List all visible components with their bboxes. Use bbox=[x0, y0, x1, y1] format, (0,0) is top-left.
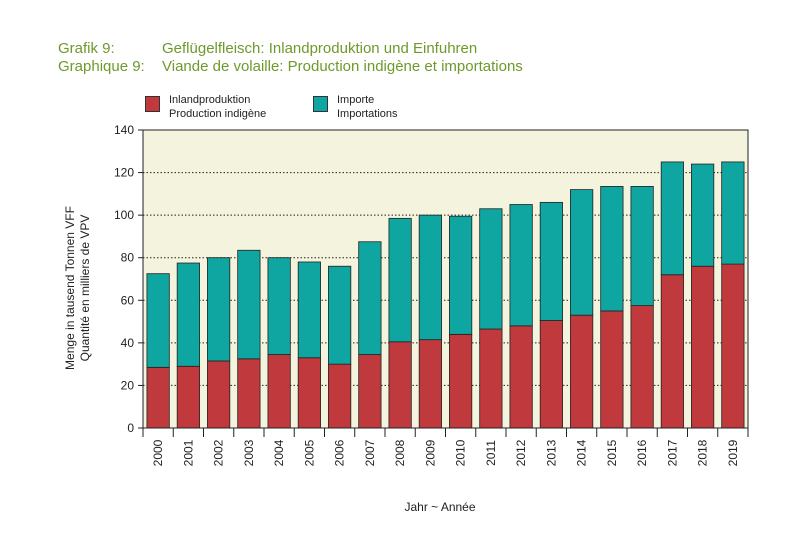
bar-domestic bbox=[358, 354, 382, 429]
bar-domestic bbox=[539, 320, 563, 429]
bar-imports bbox=[388, 217, 412, 343]
x-tick-label: 2004 bbox=[272, 439, 286, 466]
chart-title-text-french: Viande de volaille: Production indigène … bbox=[162, 58, 523, 75]
legend-label-imports-fr: Importations bbox=[337, 108, 398, 120]
y-axis-ticks: 0 20 40 60 80 100 120 140 bbox=[114, 123, 143, 435]
x-tick-label: 2012 bbox=[514, 439, 528, 466]
x-tick-label: 2011 bbox=[484, 440, 498, 466]
bar-domestic bbox=[479, 328, 503, 429]
x-tick-label: 2007 bbox=[363, 439, 377, 466]
y-axis-label-de: Menge in tausend Tonnen VFF bbox=[63, 206, 77, 370]
x-tick-label: 2002 bbox=[212, 439, 226, 466]
bar-domestic bbox=[691, 265, 715, 429]
bar-imports bbox=[660, 161, 684, 276]
legend-label-domestic-fr: Production indigène bbox=[169, 108, 267, 120]
bar-imports bbox=[509, 204, 533, 327]
bar-imports bbox=[691, 163, 715, 267]
bar-domestic bbox=[237, 358, 261, 429]
y-tick-label: 100 bbox=[114, 208, 134, 222]
x-tick-label: 2008 bbox=[393, 439, 407, 466]
y-tick-label: 20 bbox=[121, 378, 135, 392]
bar-domestic bbox=[570, 314, 594, 429]
x-tick-label: 2015 bbox=[605, 439, 619, 466]
bar-domestic bbox=[721, 263, 745, 429]
legend-swatch-imports bbox=[313, 96, 328, 112]
bar-imports bbox=[721, 161, 745, 265]
bar-domestic bbox=[418, 339, 442, 429]
bar-imports bbox=[479, 208, 503, 330]
bar-imports bbox=[328, 265, 352, 365]
x-tick-label: 2010 bbox=[454, 439, 468, 466]
bar-domestic bbox=[660, 274, 684, 429]
bar-domestic bbox=[630, 305, 654, 429]
x-tick-label: 2017 bbox=[665, 439, 679, 466]
bar-imports bbox=[237, 249, 261, 360]
bar-imports bbox=[297, 261, 321, 359]
y-tick-label: 80 bbox=[121, 251, 135, 265]
x-tick-label: 2000 bbox=[151, 439, 165, 466]
plot-area bbox=[143, 130, 748, 428]
chart-title-german: Grafik 9: Geflügelfleisch: Inlandprodukti… bbox=[58, 40, 477, 57]
y-tick-label: 60 bbox=[121, 293, 135, 307]
x-tick-label: 2005 bbox=[302, 439, 316, 466]
y-tick-label: 40 bbox=[121, 336, 135, 350]
x-tick-label: 2018 bbox=[696, 439, 710, 466]
x-tick-label: 2006 bbox=[333, 439, 347, 466]
x-tick-label: 2009 bbox=[423, 439, 437, 466]
legend-swatch-domestic bbox=[145, 96, 160, 112]
bar-imports bbox=[267, 257, 291, 355]
bar-domestic bbox=[600, 310, 624, 429]
bar-domestic bbox=[207, 360, 231, 429]
bar-imports bbox=[449, 215, 473, 335]
bar-imports bbox=[146, 273, 170, 368]
bar-domestic bbox=[176, 365, 200, 429]
y-tick-label: 120 bbox=[114, 166, 134, 180]
legend-label-imports-de: Importe bbox=[337, 94, 375, 106]
bar-domestic bbox=[328, 363, 352, 429]
x-tick-label: 2003 bbox=[242, 439, 256, 466]
y-tick-label: 140 bbox=[114, 123, 134, 137]
x-tick-label: 2001 bbox=[181, 439, 195, 466]
chart-title-text-german: Geflügelfleisch: Inlandproduktion und Ei… bbox=[162, 40, 478, 57]
bar-imports bbox=[418, 214, 442, 341]
bar-domestic bbox=[449, 333, 473, 429]
bar-domestic bbox=[297, 357, 321, 429]
bars bbox=[146, 161, 745, 429]
chart-number-german: Grafik 9: bbox=[58, 40, 115, 57]
bar-domestic bbox=[267, 354, 291, 429]
bar-domestic bbox=[388, 341, 412, 429]
y-axis-label: Menge in tausend Tonnen VFF Quantité en … bbox=[63, 206, 93, 370]
legend-label-domestic-de: Inlandproduktion bbox=[169, 94, 251, 106]
bar-imports bbox=[630, 186, 654, 307]
bar-imports bbox=[570, 189, 594, 316]
bar-imports bbox=[207, 257, 231, 362]
bar-imports bbox=[358, 241, 382, 355]
bar-imports bbox=[176, 262, 200, 367]
y-axis-label-fr: Quantité en milliers de VPV bbox=[78, 214, 92, 362]
bar-imports bbox=[600, 186, 624, 312]
x-tick-label: 2019 bbox=[726, 439, 740, 466]
x-axis-label: Jahr ~ Année bbox=[404, 500, 476, 514]
x-tick-label: 2016 bbox=[635, 439, 649, 466]
y-tick-label: 0 bbox=[127, 421, 134, 435]
bar-domestic bbox=[509, 325, 533, 429]
chart-number-french: Graphique 9: bbox=[58, 58, 145, 75]
x-tick-label: 2013 bbox=[544, 439, 558, 466]
bar-domestic bbox=[146, 366, 170, 429]
x-axis-ticks: 2000 2001 2002 2003 2004 2005 2006 2007 2008 2009… bbox=[142, 428, 749, 466]
chart-title-french: Graphique 9: Viande de volaille: Producti… bbox=[58, 58, 523, 75]
x-tick-label: 2014 bbox=[575, 439, 589, 466]
bar-imports bbox=[539, 201, 563, 321]
